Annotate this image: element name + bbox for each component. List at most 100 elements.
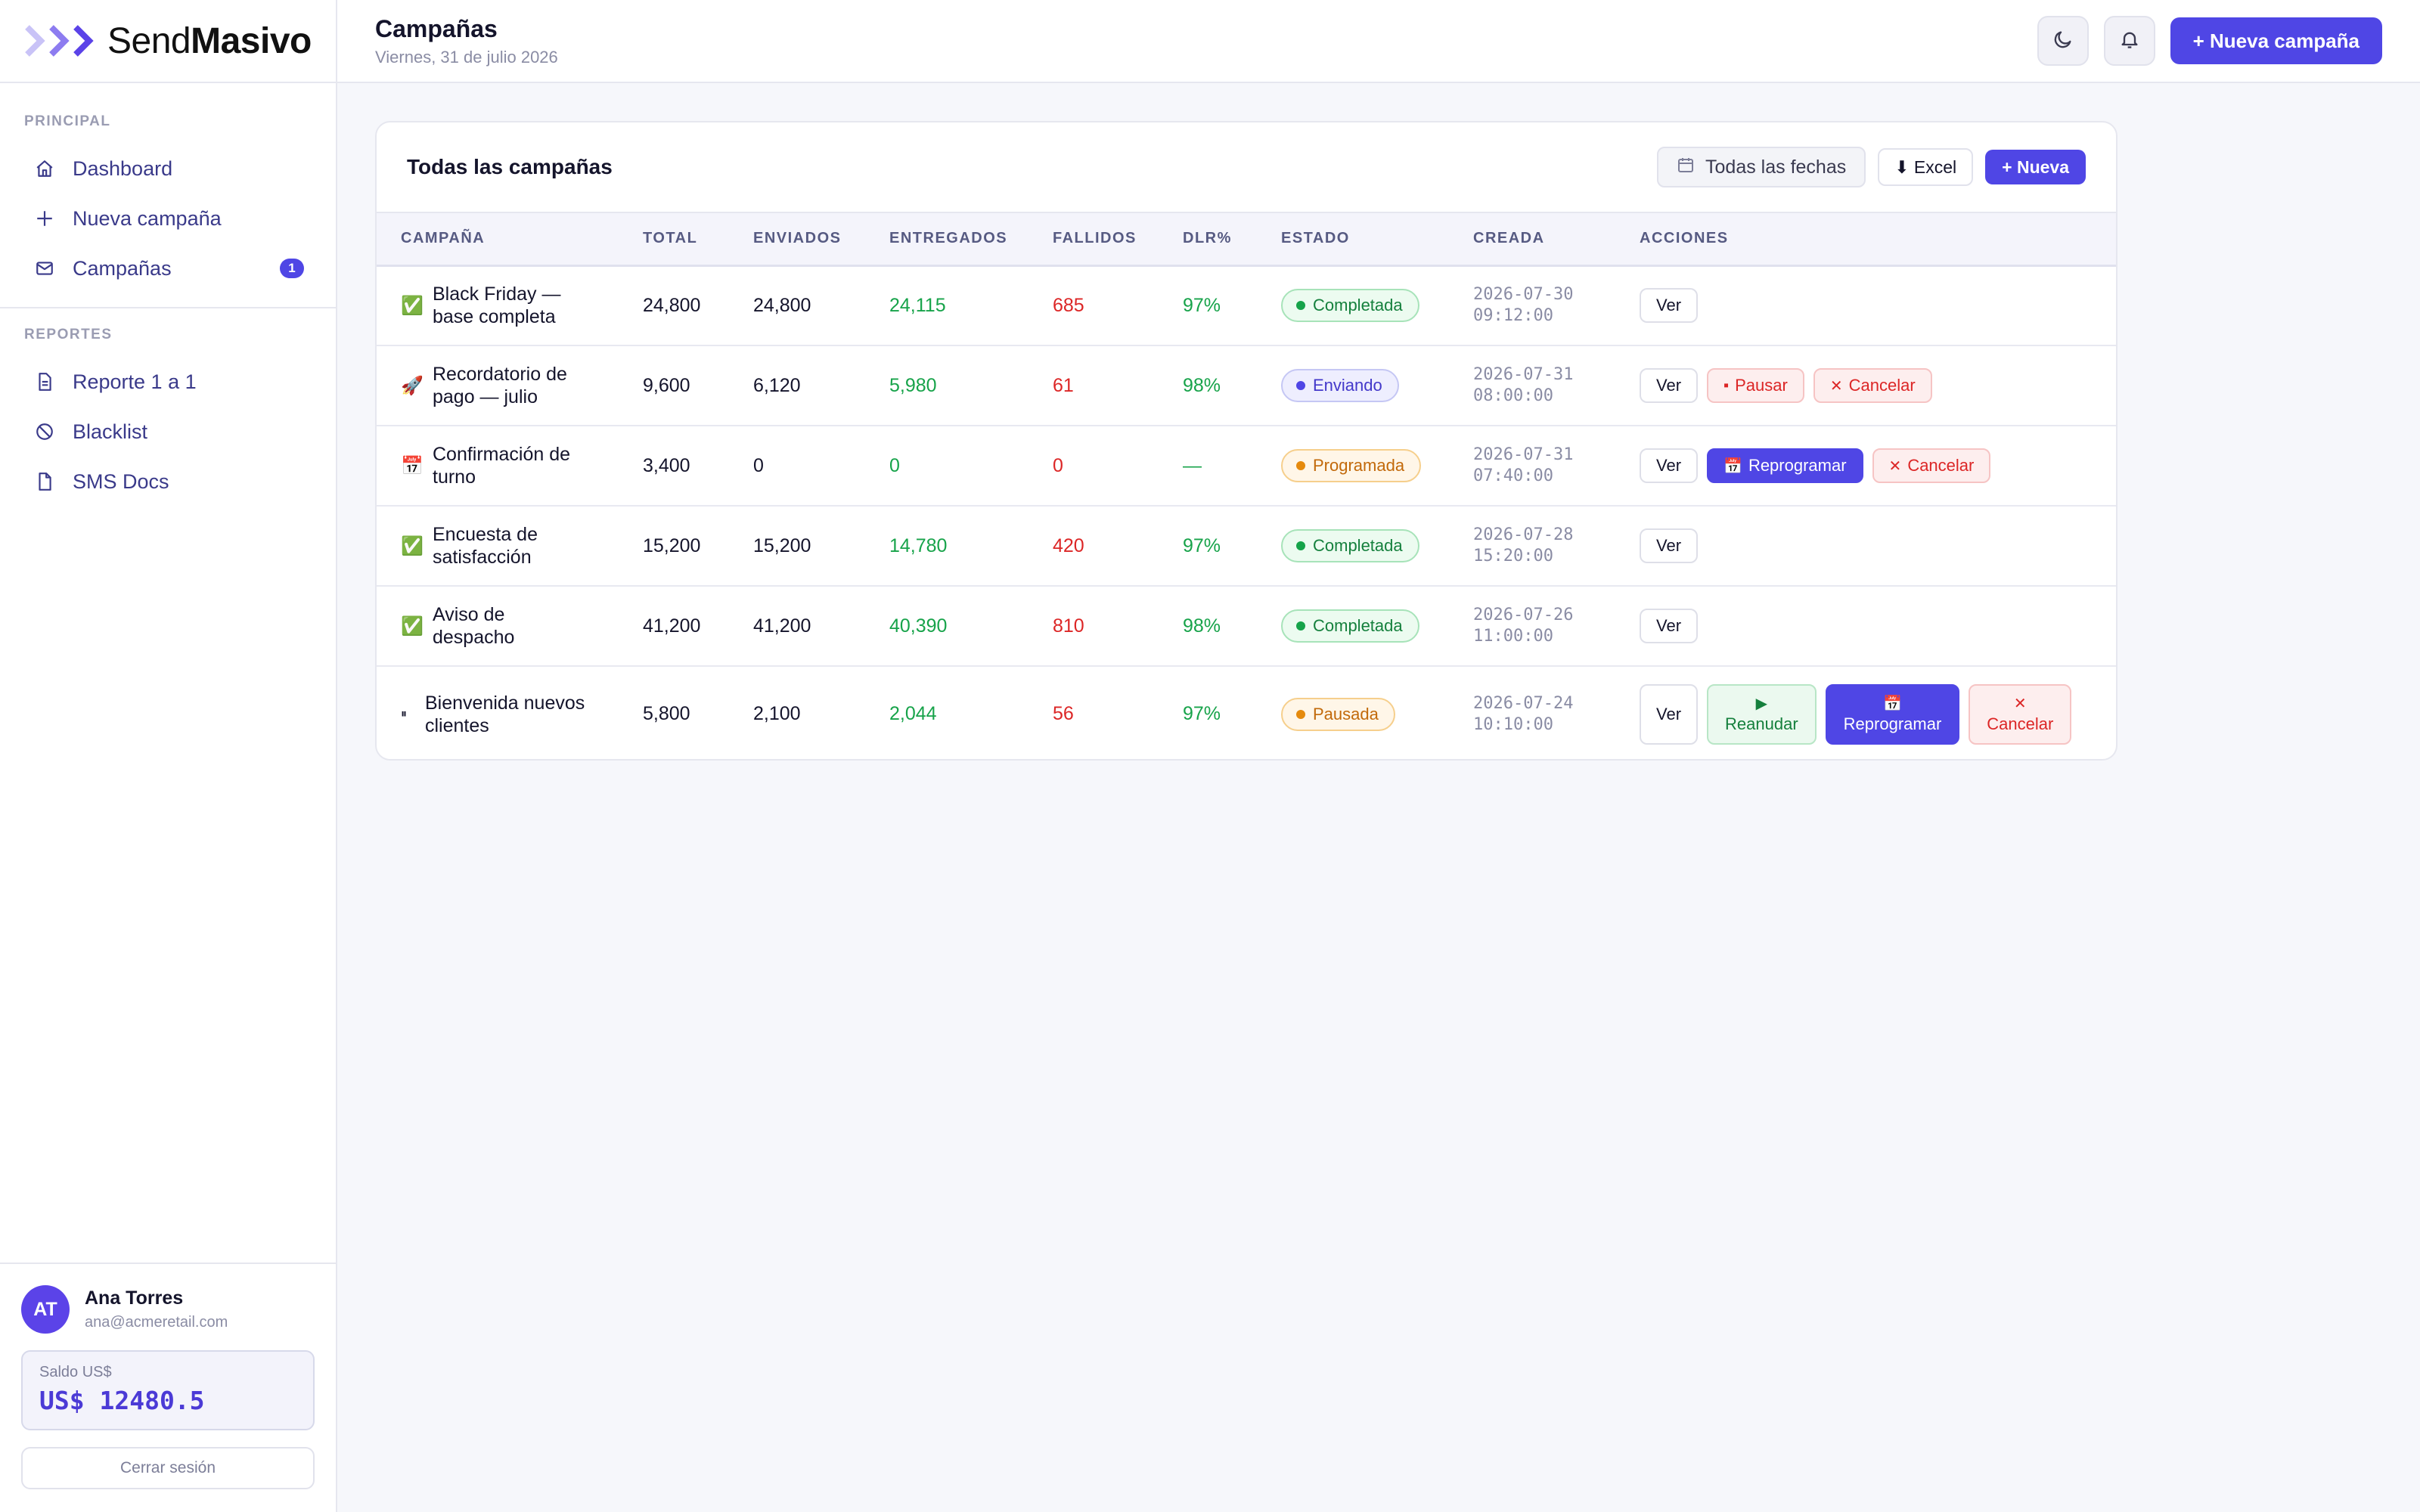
cancel-button[interactable]: ✕ Cancelar xyxy=(1872,448,1991,483)
dlr-cell: — xyxy=(1159,426,1257,507)
new-campaign-small-button[interactable]: + Nueva xyxy=(1985,150,2086,184)
reschedule-button[interactable]: 📅 Reprogramar xyxy=(1825,683,1960,745)
view-button[interactable]: Ver xyxy=(1640,448,1699,483)
status-emoji-icon: ✅ xyxy=(401,295,424,316)
table-row[interactable]: ✅ Black Friday — base completa 24,800 24,… xyxy=(377,265,2116,346)
brand-logo[interactable]: SendMasivo xyxy=(0,0,336,83)
sent-cell: 0 xyxy=(729,426,865,507)
total-cell: 41,200 xyxy=(619,586,729,667)
resume-button[interactable]: ▶ Reanudar xyxy=(1707,683,1817,745)
status-emoji-icon: 🚀 xyxy=(401,375,424,396)
delivered-cell: 24,115 xyxy=(865,265,1028,346)
moon-icon xyxy=(2052,29,2074,54)
campaign-name: Aviso de despacho xyxy=(433,604,515,648)
status-badge: Completada xyxy=(1281,289,1419,323)
sidebar-item-label: Campañas xyxy=(73,256,172,280)
sidebar-item-dashboard[interactable]: Dashboard xyxy=(0,144,336,194)
column-header[interactable]: ENVIADOS xyxy=(729,212,865,267)
sidebar-item-label: Dashboard xyxy=(73,156,173,180)
table-row[interactable]: ✅ Aviso de despacho 41,200 41,200 40,390 … xyxy=(377,586,2116,667)
total-cell: 3,400 xyxy=(619,426,729,507)
created-cell: 2026-07-31 08:00:00 xyxy=(1449,345,1615,426)
total-cell: 15,200 xyxy=(619,506,729,587)
created-cell: 2026-07-31 07:40:00 xyxy=(1449,426,1615,507)
view-button[interactable]: Ver xyxy=(1640,683,1699,745)
status-badge: Pausada xyxy=(1281,697,1395,731)
status-emoji-icon: ✅ xyxy=(401,615,424,637)
column-header[interactable]: CREADA xyxy=(1449,212,1615,267)
sidebar-item-reporte[interactable]: Reporte 1 a 1 xyxy=(0,357,336,407)
campaign-name: Black Friday — base completa xyxy=(433,284,561,328)
export-excel-button[interactable]: ⬇ Excel xyxy=(1878,148,1974,186)
delivered-cell: 5,980 xyxy=(865,345,1028,426)
sidebar-item-sms-docs[interactable]: SMS Docs xyxy=(0,457,336,507)
user-email: ana@acmeretail.com xyxy=(85,1314,228,1331)
user-panel: AT Ana Torres ana@acmeretail.com Saldo U… xyxy=(0,1263,336,1512)
nav-divider xyxy=(0,307,336,308)
pause-button[interactable]: ▪ Pausar xyxy=(1707,368,1804,403)
pause-icon: ▪ xyxy=(1723,376,1730,394)
close-icon: ✕ xyxy=(1888,457,1902,475)
new-campaign-button[interactable]: + Nueva campaña xyxy=(2170,17,2382,64)
delivered-cell: 0 xyxy=(865,426,1028,507)
total-cell: 9,600 xyxy=(619,345,729,426)
sidebar-item-label: Reporte 1 a 1 xyxy=(73,370,197,393)
campaigns-card: Todas las campañas Todas las fechas ⬇ Ex… xyxy=(375,121,2118,761)
calendar-icon: 📅 xyxy=(1723,457,1742,475)
brand-name: SendMasivo xyxy=(107,20,312,61)
column-header[interactable]: ACCIONES xyxy=(1615,212,2116,267)
column-header[interactable]: DLR% xyxy=(1159,212,1257,267)
cancel-button[interactable]: ✕ Cancelar xyxy=(1969,683,2072,745)
home-icon xyxy=(35,159,54,178)
avatar[interactable]: AT xyxy=(21,1285,70,1334)
logout-button[interactable]: Cerrar sesión xyxy=(21,1447,315,1489)
reschedule-button[interactable]: 📅 Reprogramar xyxy=(1707,448,1863,483)
dlr-cell: 97% xyxy=(1183,703,1221,724)
view-button[interactable]: Ver xyxy=(1640,609,1699,643)
view-button[interactable]: Ver xyxy=(1640,368,1699,403)
delivered-cell: 2,044 xyxy=(889,703,937,724)
column-header[interactable]: CAMPAÑA xyxy=(377,212,619,267)
sidebar-item-campanas[interactable]: Campañas 1 xyxy=(0,243,336,293)
view-button[interactable]: Ver xyxy=(1640,528,1699,563)
table-row[interactable]: ⏸ Bienvenida nuevos clientes 5,800 2,100 … xyxy=(377,666,2116,759)
plus-icon xyxy=(35,209,54,228)
page-title: Campañas xyxy=(375,14,498,42)
campaign-name: Encuesta de satisfacción xyxy=(433,524,538,568)
nav-section-principal: PRINCIPAL xyxy=(24,113,111,129)
theme-toggle-button[interactable] xyxy=(2037,16,2089,66)
view-button[interactable]: Ver xyxy=(1640,288,1699,324)
failed-cell: 56 xyxy=(1053,703,1074,724)
sent-cell: 6,120 xyxy=(729,345,865,426)
cancel-button[interactable]: ✕ Cancelar xyxy=(1813,368,1932,403)
page-subtitle: Viernes, 31 de julio 2026 xyxy=(375,47,558,67)
notifications-button[interactable] xyxy=(2103,16,2155,66)
column-header[interactable]: FALLIDOS xyxy=(1028,212,1159,267)
column-header[interactable]: TOTAL xyxy=(619,212,729,267)
table-row[interactable]: 📅 Confirmación de turno 3,400 0 0 0 — Pro… xyxy=(377,426,2116,507)
campaign-name: Bienvenida nuevos clientes xyxy=(425,692,585,736)
failed-cell: 0 xyxy=(1028,426,1159,507)
table-row[interactable]: 🚀 Recordatorio de pago — julio 9,600 6,12… xyxy=(377,345,2116,426)
sidebar-item-nueva-campana[interactable]: Nueva campaña xyxy=(0,194,336,243)
sent-cell: 15,200 xyxy=(729,506,865,587)
calendar-icon xyxy=(1677,156,1695,179)
failed-cell: 61 xyxy=(1028,345,1159,426)
sidebar-item-blacklist[interactable]: Blacklist xyxy=(0,407,336,457)
logo-chevrons-icon xyxy=(24,24,97,57)
failed-cell: 420 xyxy=(1028,506,1159,587)
sidebar-item-label: Blacklist xyxy=(73,420,148,443)
sent-cell: 24,800 xyxy=(729,265,865,346)
close-icon: ✕ xyxy=(2013,696,2027,712)
total-cell: 24,800 xyxy=(619,265,729,346)
column-header[interactable]: ESTADO xyxy=(1257,212,1449,267)
balance-label: Saldo US$ xyxy=(39,1364,112,1380)
campaign-name: Recordatorio de pago — julio xyxy=(433,364,567,407)
column-header[interactable]: ENTREGADOS xyxy=(865,212,1028,267)
balance-box: Saldo US$ US$ 12480.5 xyxy=(21,1350,315,1430)
date-filter-button[interactable]: Todas las fechas xyxy=(1657,147,1866,187)
failed-cell: 810 xyxy=(1028,586,1159,667)
file-icon xyxy=(35,472,54,491)
table-row[interactable]: ✅ Encuesta de satisfacción 15,200 15,200 … xyxy=(377,506,2116,587)
status-badge: Programada xyxy=(1281,449,1422,482)
